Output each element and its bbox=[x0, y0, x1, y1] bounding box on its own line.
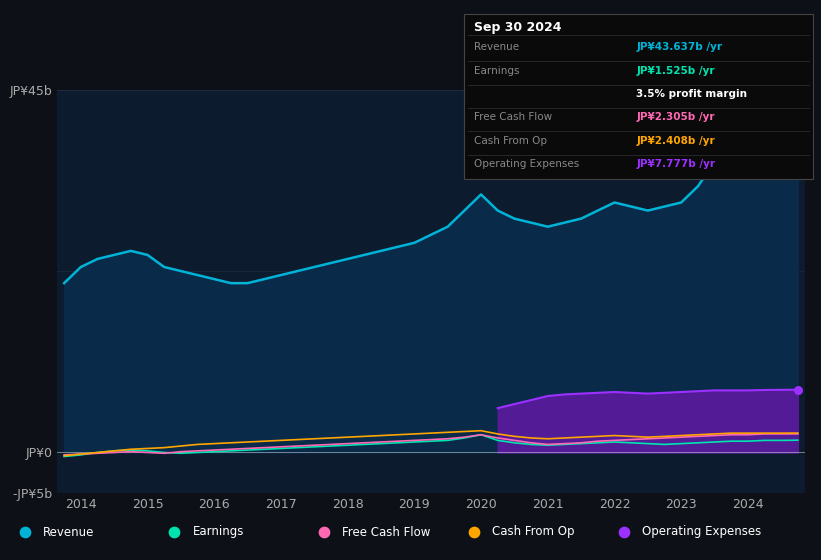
Text: 3.5% profit margin: 3.5% profit margin bbox=[636, 89, 747, 99]
Point bbox=[628, 273, 641, 282]
Text: JP¥2.305b /yr: JP¥2.305b /yr bbox=[636, 113, 715, 123]
Text: Sep 30 2024: Sep 30 2024 bbox=[474, 21, 562, 34]
Point bbox=[791, 385, 805, 394]
Text: Operating Expenses: Operating Expenses bbox=[474, 159, 579, 169]
Text: Free Cash Flow: Free Cash Flow bbox=[474, 113, 552, 123]
Text: Earnings: Earnings bbox=[192, 525, 244, 539]
Text: Cash From Op: Cash From Op bbox=[474, 136, 547, 146]
Text: JP¥43.637b /yr: JP¥43.637b /yr bbox=[636, 43, 722, 53]
Text: JP¥2.408b /yr: JP¥2.408b /yr bbox=[636, 136, 715, 146]
Text: Earnings: Earnings bbox=[474, 66, 519, 76]
Text: Operating Expenses: Operating Expenses bbox=[642, 525, 761, 539]
Text: Free Cash Flow: Free Cash Flow bbox=[342, 525, 431, 539]
Point bbox=[791, 96, 805, 105]
Text: JP¥1.525b /yr: JP¥1.525b /yr bbox=[636, 66, 715, 76]
Text: Revenue: Revenue bbox=[43, 525, 94, 539]
Text: Revenue: Revenue bbox=[474, 43, 519, 53]
Text: JP¥7.777b /yr: JP¥7.777b /yr bbox=[636, 159, 715, 169]
Text: Cash From Op: Cash From Op bbox=[493, 525, 575, 539]
